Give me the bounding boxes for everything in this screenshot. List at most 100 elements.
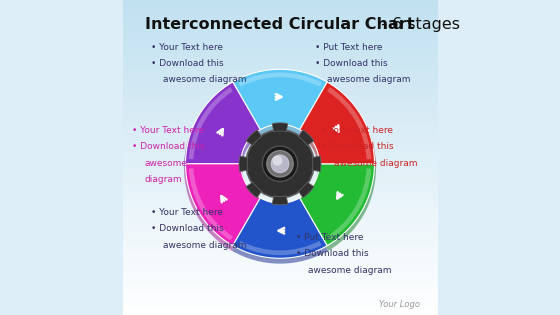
Bar [123, 184, 437, 189]
Wedge shape [233, 69, 327, 130]
Bar [123, 262, 437, 268]
Bar [123, 194, 437, 199]
Bar [123, 105, 437, 110]
Bar [123, 236, 437, 242]
Bar [123, 142, 437, 147]
Text: awesome diagram: awesome diagram [334, 159, 417, 168]
Bar [123, 158, 437, 163]
Text: • Your Text here: • Your Text here [151, 43, 223, 52]
Bar [123, 294, 437, 299]
Wedge shape [298, 130, 314, 146]
Bar [123, 68, 437, 73]
Wedge shape [300, 82, 375, 164]
Wedge shape [185, 82, 260, 164]
Wedge shape [300, 164, 375, 246]
Wedge shape [185, 164, 260, 246]
Wedge shape [312, 156, 321, 172]
Bar [123, 247, 437, 252]
Wedge shape [246, 182, 262, 198]
Text: • Put Text here: • Put Text here [315, 43, 382, 52]
Bar [123, 242, 437, 247]
Wedge shape [189, 87, 233, 159]
Bar [123, 89, 437, 94]
Text: • Your Text here: • Your Text here [151, 208, 223, 217]
Circle shape [246, 130, 314, 198]
Bar [123, 26, 437, 32]
Bar [123, 231, 437, 236]
Text: Interconnected Circular Chart: Interconnected Circular Chart [145, 17, 415, 32]
Bar [123, 273, 437, 278]
Wedge shape [272, 123, 288, 132]
Bar [123, 284, 437, 289]
Bar [123, 37, 437, 42]
Wedge shape [246, 130, 262, 146]
Wedge shape [327, 87, 371, 159]
Bar [123, 152, 437, 158]
Circle shape [271, 155, 289, 173]
Bar [123, 32, 437, 37]
Bar [123, 199, 437, 205]
Bar [123, 179, 437, 184]
Bar [123, 268, 437, 273]
Text: diagram: diagram [144, 175, 182, 184]
Wedge shape [327, 168, 371, 240]
Bar [123, 16, 437, 21]
Bar [123, 163, 437, 168]
Bar [123, 226, 437, 231]
Text: • Download this: • Download this [315, 59, 388, 68]
Text: • Download this: • Download this [296, 249, 368, 259]
Wedge shape [299, 168, 376, 251]
Circle shape [267, 151, 293, 177]
Bar [123, 131, 437, 136]
Wedge shape [232, 200, 328, 264]
Text: - 6 stages: - 6 stages [376, 17, 460, 32]
Bar [123, 299, 437, 305]
Wedge shape [233, 198, 327, 258]
Bar [123, 305, 437, 310]
Bar [123, 94, 437, 100]
Wedge shape [272, 196, 288, 205]
Circle shape [273, 156, 282, 166]
Wedge shape [239, 156, 248, 172]
Bar [123, 168, 437, 173]
Bar [123, 47, 437, 53]
Bar [123, 121, 437, 126]
Text: • Your Text here: • Your Text here [132, 126, 204, 135]
Bar [123, 310, 437, 315]
Text: • Put Text here: • Put Text here [296, 233, 363, 242]
Bar [123, 53, 437, 58]
Wedge shape [239, 72, 321, 87]
Bar [123, 278, 437, 284]
Bar [123, 79, 437, 84]
Text: • Download this: • Download this [151, 59, 223, 68]
Text: • Download this: • Download this [151, 224, 223, 233]
Bar [123, 110, 437, 116]
Text: • Your Text here: • Your Text here [321, 126, 393, 135]
Bar [123, 116, 437, 121]
Wedge shape [239, 241, 321, 255]
Bar [123, 73, 437, 79]
Bar [123, 100, 437, 105]
Text: • Download this: • Download this [321, 142, 394, 152]
Wedge shape [232, 72, 328, 135]
Bar [123, 220, 437, 226]
Wedge shape [189, 168, 233, 240]
Wedge shape [184, 168, 261, 251]
Bar [123, 252, 437, 257]
Wedge shape [184, 84, 261, 168]
Bar [123, 58, 437, 63]
Wedge shape [299, 84, 376, 168]
Bar [123, 257, 437, 262]
Circle shape [262, 146, 298, 181]
Bar [123, 189, 437, 194]
Bar [123, 126, 437, 131]
Bar [123, 10, 437, 16]
Text: awesome diagram: awesome diagram [309, 266, 392, 275]
Wedge shape [298, 182, 314, 198]
Text: Your Logo: Your Logo [379, 300, 420, 309]
Text: awesome: awesome [144, 159, 188, 168]
Bar [123, 63, 437, 68]
Bar [123, 136, 437, 142]
Bar [123, 173, 437, 179]
Bar [123, 21, 437, 26]
